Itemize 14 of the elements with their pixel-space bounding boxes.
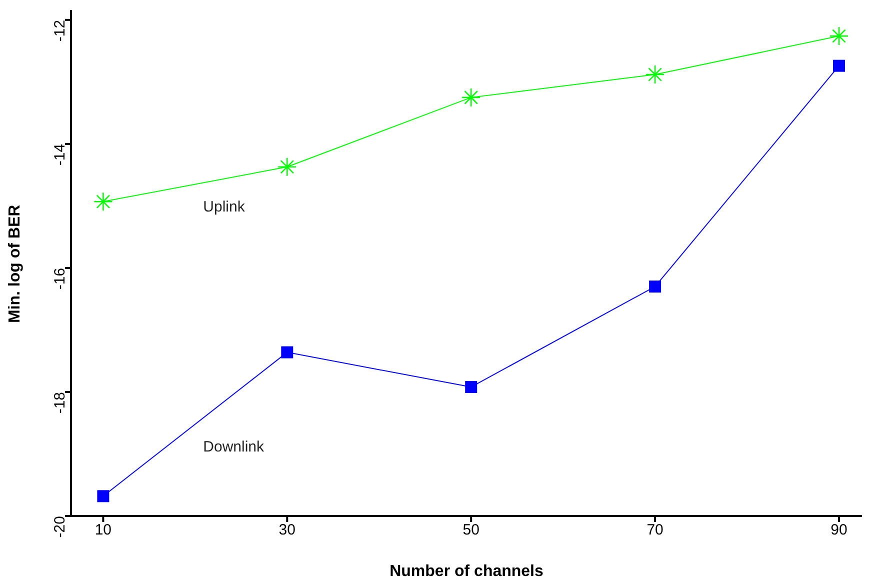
y-tick-label: -12	[51, 20, 68, 42]
y-tick-label: -14	[51, 144, 68, 166]
x-tick-label: 50	[462, 522, 480, 539]
x-tick-label: 30	[278, 522, 296, 539]
x-tick-label: 10	[94, 522, 112, 539]
x-axis-title: Number of channels	[390, 563, 544, 580]
y-axis-title: Min. log of BER	[6, 204, 24, 323]
y-tick-label: -20	[51, 516, 68, 538]
series-label: Uplink	[203, 198, 246, 216]
y-tick-label: -18	[51, 392, 68, 414]
x-tick-label: 70	[646, 522, 664, 539]
y-tick-label: -16	[51, 268, 68, 290]
series-label: Downlink	[203, 438, 265, 456]
x-tick-label: 90	[830, 522, 848, 539]
